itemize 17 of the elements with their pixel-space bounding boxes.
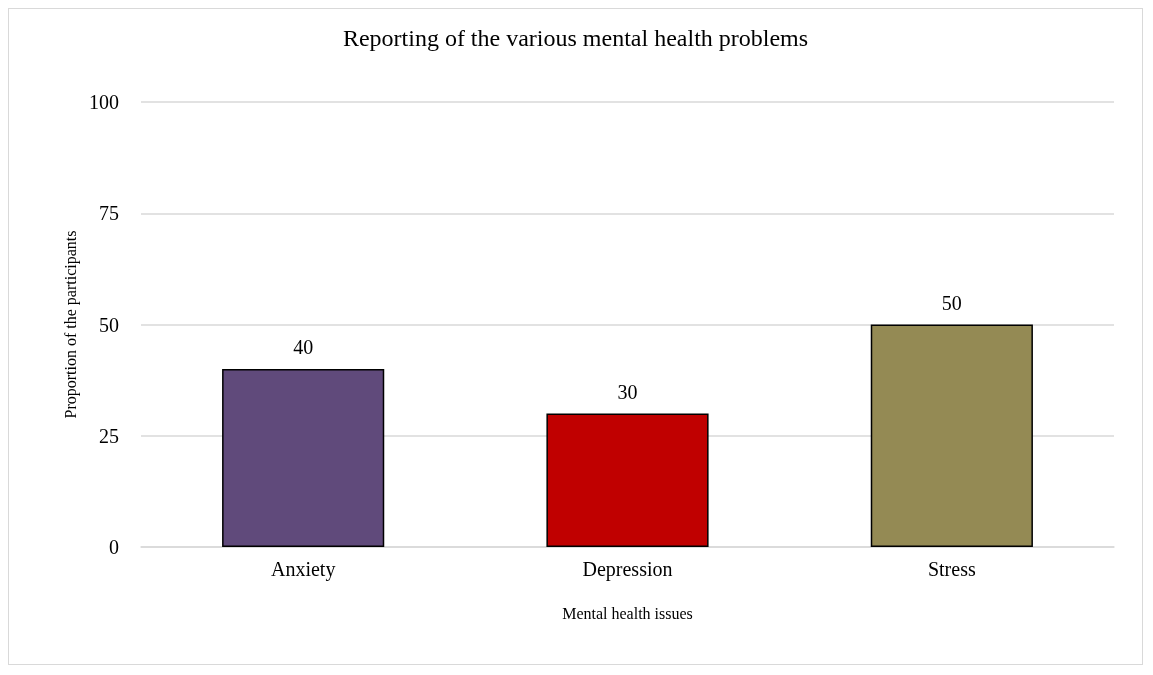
bar [222,369,385,547]
y-axis-title: Proportion of the participants [61,230,80,419]
x-tick-label: Anxiety [270,558,336,581]
y-tick-label: 50 [99,313,119,336]
data-label: 30 [617,380,638,403]
data-label: 50 [941,291,962,314]
bar [546,413,709,547]
x-tick-label: Depression [582,558,673,581]
y-tick-label: 0 [109,536,119,558]
y-tick-label: 100 [89,91,119,113]
chart-title: Reporting of the various mental health problems [342,25,809,51]
bar [870,324,1033,547]
x-axis-title: Mental health issues [562,604,693,622]
y-tick-label: 25 [99,424,119,447]
y-tick-label: 75 [99,202,119,225]
data-label: 40 [293,336,314,358]
x-tick-label: Stress [927,558,976,580]
